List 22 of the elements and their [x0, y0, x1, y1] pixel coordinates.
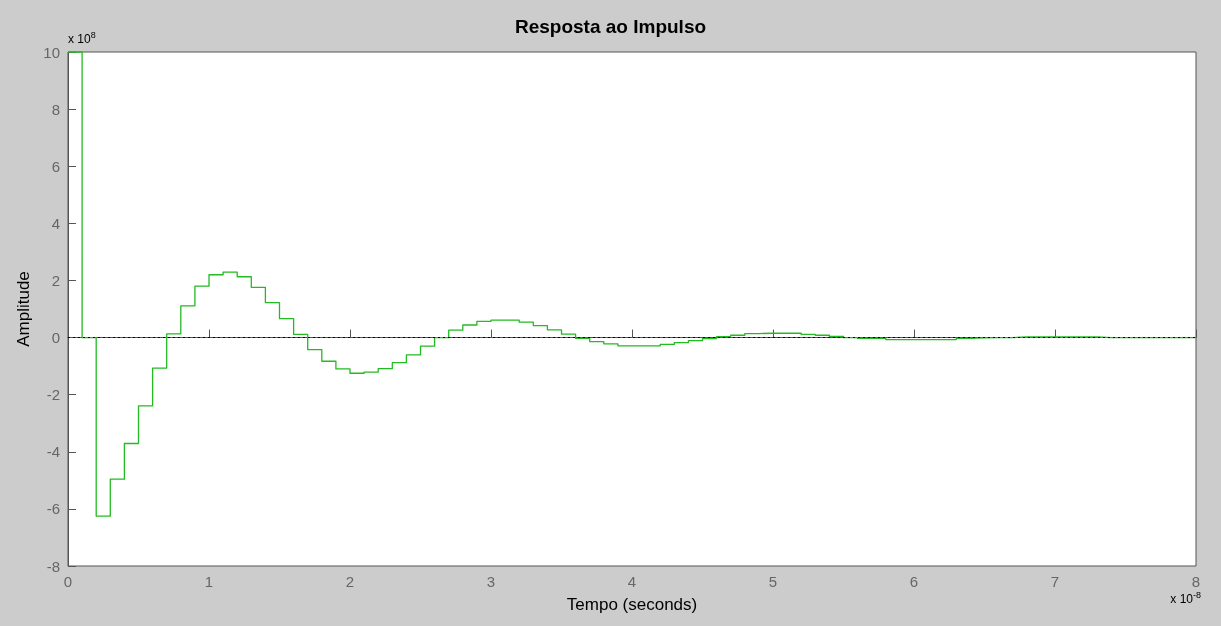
x-tick-label: 1: [204, 573, 214, 590]
y-tick-label: -2: [46, 386, 60, 404]
y-tick-label: 0: [51, 329, 60, 347]
x-axis-title: Tempo (seconds): [566, 595, 698, 614]
x-tick-label: 4: [627, 573, 637, 590]
y-tick-label: 6: [51, 157, 60, 175]
y-tick-label: -8: [46, 557, 60, 575]
y-tick-label: -6: [46, 500, 60, 518]
x-tick-label: 8: [1191, 573, 1201, 590]
y-tick-label: 4: [51, 214, 60, 232]
y-axis-title: Amplitude: [14, 271, 34, 347]
y-tick-label: -4: [46, 443, 60, 461]
y-tick-label: 10: [43, 43, 60, 61]
x-tick-label: 3: [486, 573, 496, 590]
y-tick-label: 2: [51, 271, 60, 289]
y-tick-label: 8: [51, 100, 60, 118]
chart-title: Resposta ao Impulso: [514, 16, 707, 37]
x-tick-label: 0: [63, 573, 73, 590]
x-tick-label: 7: [1050, 573, 1060, 590]
x-tick-label: 6: [909, 573, 919, 590]
x-tick-label: 2: [345, 573, 355, 590]
x-tick-label: 5: [768, 573, 778, 590]
